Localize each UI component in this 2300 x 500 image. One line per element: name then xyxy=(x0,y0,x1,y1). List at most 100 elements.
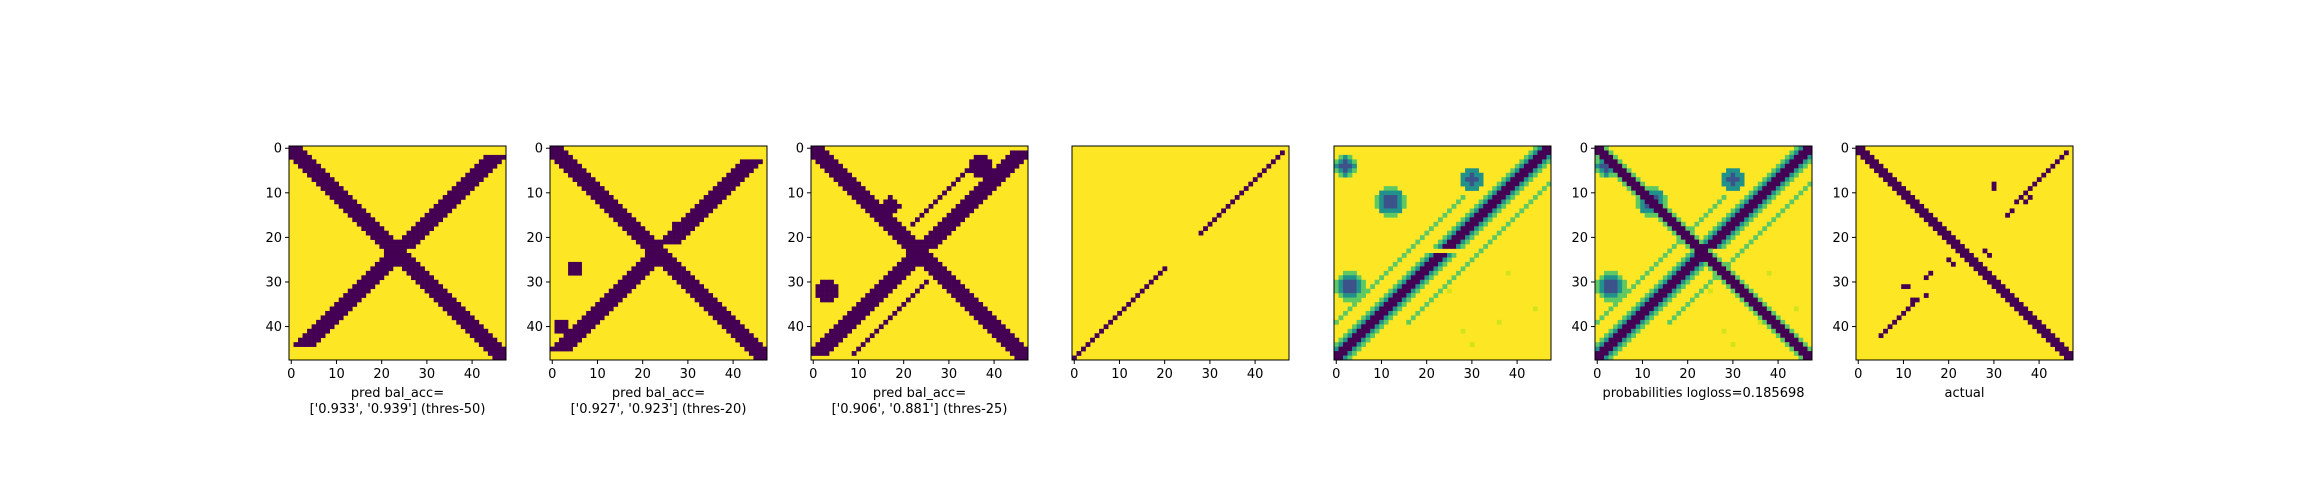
heatmap-cell xyxy=(1478,172,1484,178)
panel-caption: probabilities logloss=0.185698 xyxy=(1602,386,1804,401)
heatmap-cell xyxy=(978,195,984,200)
heatmap-cell xyxy=(869,203,875,209)
heatmap-cell xyxy=(815,351,821,356)
heatmap-cell xyxy=(1784,181,1790,187)
y-tick-label: 40 xyxy=(265,320,282,335)
heatmap-cell xyxy=(1892,177,1897,182)
heatmap-cell xyxy=(1419,284,1425,289)
heatmap-cell xyxy=(474,163,480,169)
heatmap-cell xyxy=(370,270,376,276)
heatmap-cell xyxy=(964,208,970,214)
heatmap-cell xyxy=(1626,328,1632,334)
heatmap-cell xyxy=(721,195,727,200)
heatmap-cell xyxy=(1789,328,1795,334)
heatmap-cell xyxy=(1523,159,1529,165)
heatmap-cell xyxy=(433,221,439,227)
heatmap-cell xyxy=(608,199,614,205)
heatmap-cell xyxy=(833,337,839,343)
heatmap-cell xyxy=(451,306,457,312)
heatmap-cell xyxy=(1735,177,1740,182)
heatmap-cell xyxy=(298,163,303,169)
heatmap-cell xyxy=(1671,230,1677,236)
heatmap-cell xyxy=(1658,199,1664,205)
heatmap-cell xyxy=(1721,177,1727,182)
heatmap-cell xyxy=(1014,154,1020,160)
heatmap-cell xyxy=(933,261,938,267)
heatmap-cell xyxy=(478,333,484,339)
heatmap-cell xyxy=(1428,266,1434,272)
heatmap-cell xyxy=(388,253,394,258)
heatmap-cell xyxy=(1419,235,1425,240)
heatmap-cell xyxy=(302,333,308,339)
heatmap-cell xyxy=(622,212,628,218)
heatmap-cell xyxy=(726,310,732,316)
heatmap-cell xyxy=(1708,279,1713,285)
heatmap-cell xyxy=(1730,217,1736,223)
heatmap-cell xyxy=(676,221,682,227)
heatmap-cell xyxy=(919,244,925,249)
heatmap-cell xyxy=(338,302,344,307)
heatmap-cell xyxy=(626,217,632,223)
heatmap-cell xyxy=(586,319,591,325)
heatmap-cell xyxy=(617,217,623,223)
heatmap-cell xyxy=(690,217,695,223)
heatmap-cell xyxy=(483,163,489,169)
heatmap-cell xyxy=(1352,324,1357,330)
heatmap-cell xyxy=(447,297,453,303)
heatmap-cell xyxy=(860,190,866,196)
heatmap-cell xyxy=(905,253,911,258)
heatmap-cell xyxy=(406,270,412,276)
heatmap-cell xyxy=(1469,212,1475,218)
heatmap-cell xyxy=(2059,351,2065,356)
heatmap-cell xyxy=(1334,288,1339,294)
heatmap-cell xyxy=(1991,275,1997,281)
heatmap-cell xyxy=(1721,217,1727,223)
heatmap-cell xyxy=(320,181,326,187)
heatmap-cell xyxy=(1649,310,1655,316)
heatmap-cell xyxy=(960,284,966,289)
heatmap-cell xyxy=(365,212,371,218)
heatmap-cell xyxy=(1401,195,1407,200)
heatmap-cell xyxy=(586,315,591,321)
heatmap-cell xyxy=(730,319,736,325)
heatmap-cell xyxy=(644,257,650,263)
heatmap-cell xyxy=(563,346,569,352)
heatmap-cell xyxy=(1410,244,1416,249)
heatmap-cell xyxy=(1622,163,1627,169)
heatmap-cell xyxy=(1528,150,1534,156)
y-tick-label: 20 xyxy=(265,231,282,246)
heatmap-cell xyxy=(383,270,389,276)
heatmap-cell xyxy=(653,248,659,254)
heatmap-cell xyxy=(874,208,880,214)
heatmap-cell xyxy=(361,221,367,227)
heatmap-cell xyxy=(1703,244,1709,249)
heatmap-cell xyxy=(973,186,979,191)
heatmap-cell xyxy=(1730,284,1736,289)
heatmap-cell xyxy=(883,212,889,218)
heatmap-cell xyxy=(757,355,763,361)
heatmap-cell xyxy=(1726,275,1731,281)
heatmap-cell xyxy=(1694,293,1700,298)
heatmap-cell xyxy=(1334,284,1339,289)
heatmap-cell xyxy=(1469,168,1475,174)
heatmap-cell xyxy=(1514,168,1520,174)
heatmap-cell xyxy=(1676,275,1682,281)
heatmap-cell xyxy=(1243,186,1249,191)
heatmap-cell xyxy=(838,172,843,178)
heatmap-cell xyxy=(1941,226,1947,232)
heatmap-cell xyxy=(1757,195,1763,200)
heatmap-cell xyxy=(433,297,439,303)
heatmap-cell xyxy=(820,288,825,294)
heatmap-cell xyxy=(973,306,979,312)
heatmap-cell xyxy=(2018,195,2024,200)
heatmap-cell xyxy=(1442,261,1448,267)
heatmap-cell xyxy=(653,244,659,249)
heatmap-cell xyxy=(942,190,947,196)
heatmap-cell xyxy=(1775,181,1781,187)
heatmap-cell xyxy=(1474,253,1479,258)
heatmap-cell xyxy=(433,293,439,298)
heatmap-cell xyxy=(842,319,848,325)
heatmap-cell xyxy=(860,186,866,191)
heatmap-cell xyxy=(996,324,1002,330)
heatmap-cell xyxy=(1626,172,1632,178)
